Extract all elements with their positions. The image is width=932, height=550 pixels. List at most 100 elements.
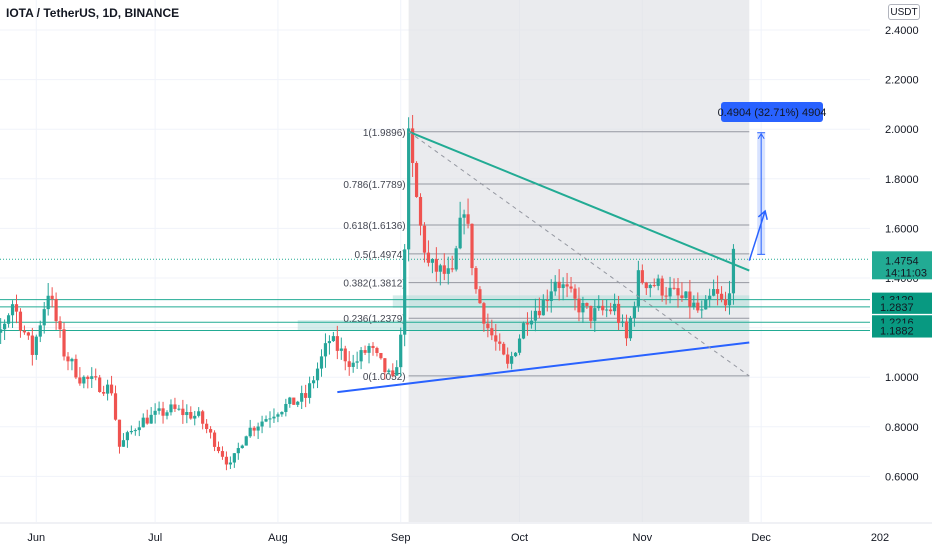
candle-body <box>117 419 122 447</box>
candle-body <box>446 268 450 274</box>
candle-body <box>228 462 232 465</box>
candle-body <box>292 397 296 405</box>
candle-body <box>462 214 466 218</box>
level-price-label: 1.2837 <box>880 302 914 314</box>
candle-body <box>165 412 169 416</box>
projection-arrow-head <box>757 209 768 220</box>
candle-body <box>252 427 256 431</box>
time-tick-label: Sep <box>391 532 411 544</box>
candle-body <box>212 432 217 447</box>
measure-arrow-icon <box>757 132 765 139</box>
candle-body <box>573 288 577 299</box>
candle-body <box>430 258 435 263</box>
candle-body <box>244 436 248 446</box>
candle-body <box>193 415 197 419</box>
candle-body <box>434 258 438 272</box>
candle-body <box>14 304 19 312</box>
fib-diagonal-line <box>408 131 750 377</box>
candle-body <box>391 370 395 376</box>
fib-level-label: 0.236(1.2379) <box>343 314 405 325</box>
candle-body <box>470 223 474 269</box>
time-tick-label: Jun <box>27 532 45 544</box>
candle-body <box>450 268 454 270</box>
measure-label-text: 0.4904 (32.71%) 4904 <box>718 107 827 119</box>
candle-body <box>644 282 648 289</box>
trendline-descending[interactable] <box>408 130 750 272</box>
candle-body <box>34 336 38 355</box>
current-price-label: 1.4754 <box>885 255 919 267</box>
time-tick-label: 202 <box>871 532 889 544</box>
candle-body <box>62 329 66 357</box>
candle-body <box>723 299 728 306</box>
candle-body <box>731 248 736 294</box>
candle-body <box>54 298 58 322</box>
candle-body <box>712 289 716 296</box>
candle-body <box>220 451 225 457</box>
candle-body <box>181 408 185 416</box>
candle-body <box>236 448 240 454</box>
chart-title: IOTA / TetherUS, 1D, BINANCE <box>6 6 180 20</box>
current-price-badge <box>872 251 932 280</box>
price-tick-label: 2.4000 <box>885 25 919 37</box>
candle-body <box>0 329 3 333</box>
candle-body <box>656 278 660 286</box>
candle-body <box>300 393 304 402</box>
candle-body <box>632 306 637 319</box>
candle-body <box>347 361 351 367</box>
candle-body <box>692 302 696 307</box>
candle-body <box>581 303 585 313</box>
candle-body <box>161 408 165 416</box>
candle-body <box>407 128 411 250</box>
candle-body <box>78 377 82 384</box>
candle-body <box>351 362 355 367</box>
projection-arrow-line[interactable] <box>748 210 766 261</box>
candle-body <box>109 384 114 394</box>
candle-body <box>482 303 486 324</box>
candle-body <box>688 291 692 307</box>
candle-body <box>82 376 86 384</box>
candle-body <box>454 248 458 270</box>
candle-body <box>304 393 308 398</box>
candle-body <box>601 305 605 311</box>
fib-shaded-region <box>408 0 750 522</box>
price-tick-label: 2.0000 <box>885 124 919 136</box>
candle-body <box>414 162 419 197</box>
candle-body <box>395 367 399 376</box>
candle-body <box>478 289 482 304</box>
level-price-label: 1.1882 <box>880 326 914 338</box>
candle-body <box>105 384 110 394</box>
support-zone <box>392 295 750 308</box>
candle-body <box>399 334 403 368</box>
currency-badge[interactable]: USDT <box>888 4 920 20</box>
candle-body <box>466 214 470 224</box>
candle-body <box>3 323 7 330</box>
candle-body <box>94 376 98 378</box>
price-tick-label: 0.8000 <box>885 422 919 434</box>
measure-tool[interactable]: 0.4904 (32.71%) 4904 <box>718 102 827 255</box>
time-axis[interactable]: Jun Jul Aug Sep Oct Nov Dec 202 <box>0 522 932 550</box>
candle-body <box>458 217 462 249</box>
candle-body <box>597 305 601 309</box>
candle-body <box>613 303 617 312</box>
candle-body <box>577 298 581 313</box>
candle-body <box>474 268 478 290</box>
candles <box>0 114 736 471</box>
measure-label-badge[interactable] <box>721 102 823 122</box>
trendlines[interactable] <box>337 130 768 394</box>
candle-body <box>319 356 324 369</box>
price-axis[interactable]: 2.40002.20002.00001.80001.60001.40001.20… <box>870 0 932 550</box>
candle-body <box>719 293 724 300</box>
candle-body <box>288 397 292 404</box>
candle-body <box>149 414 153 424</box>
candle-body <box>311 380 316 384</box>
candle-body <box>624 321 629 339</box>
candle-body <box>102 392 106 394</box>
candle-body <box>438 265 442 272</box>
candle-body <box>648 285 652 289</box>
candle-body <box>10 304 15 316</box>
candle-body <box>240 445 244 449</box>
time-axis-bg <box>0 524 870 550</box>
candle-body <box>704 299 708 310</box>
trendline-ascending[interactable] <box>337 341 750 394</box>
